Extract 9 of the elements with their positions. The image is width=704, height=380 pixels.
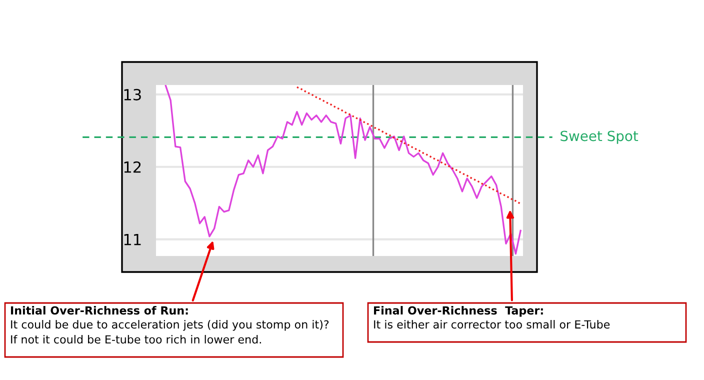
text: Initial Over-Richness of Run: bbox=[11, 306, 188, 315]
ref-line-label: Sweet Spot bbox=[560, 130, 638, 144]
y-tick-label: 12 bbox=[124, 161, 141, 173]
text: It is either air corrector too small or E-Tube bbox=[374, 320, 610, 329]
text: Final Over-Richness Taper: bbox=[374, 306, 543, 317]
y-tick-label: 13 bbox=[124, 88, 141, 100]
y-tick-label: 11 bbox=[124, 234, 141, 246]
text: It could be due to acceleration jets (did you stomp on it)? If not it could be E-tube too rich in lower end. bbox=[11, 320, 329, 344]
line-series bbox=[296, 86, 522, 205]
